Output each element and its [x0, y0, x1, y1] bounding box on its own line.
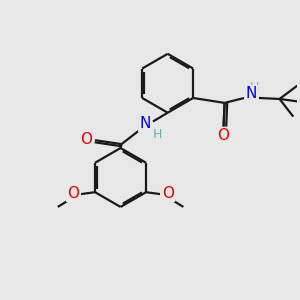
Text: H: H [250, 81, 259, 94]
Text: N: N [140, 116, 151, 131]
Text: O: O [162, 186, 174, 201]
Text: N: N [245, 86, 257, 101]
Text: H: H [153, 128, 163, 141]
Text: O: O [80, 132, 92, 147]
Text: O: O [68, 186, 80, 201]
Text: O: O [218, 128, 230, 143]
